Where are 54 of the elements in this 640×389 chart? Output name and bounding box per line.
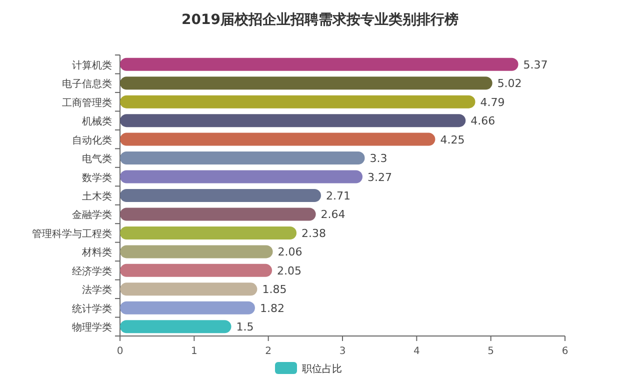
bar <box>120 301 255 314</box>
legend-label: 职位占比 <box>302 363 342 375</box>
bar <box>120 208 316 221</box>
data-label: 4.66 <box>470 114 496 128</box>
x-tick-label: 1 <box>190 346 198 357</box>
data-label: 3.27 <box>368 170 392 184</box>
data-label: 2.06 <box>278 246 302 259</box>
x-tick-label: 4 <box>413 346 420 357</box>
y-tick-label: 工商管理类 <box>62 96 112 109</box>
y-tick-label: 计算机类 <box>72 59 112 72</box>
y-tick-label: 经济学类 <box>72 265 112 278</box>
y-tick-label: 金融学类 <box>72 209 112 222</box>
bar <box>120 170 363 184</box>
y-tick-label: 管理科学与工程类 <box>32 228 112 240</box>
data-label: 4.79 <box>480 96 505 109</box>
y-tick-label: 法学类 <box>82 284 112 296</box>
data-label: 3.3 <box>370 152 388 166</box>
y-tick-label: 物理学类 <box>72 322 112 334</box>
data-label: 2.71 <box>326 190 350 202</box>
y-tick-label: 材料类 <box>81 246 112 259</box>
bar <box>120 152 365 165</box>
data-label: 4.25 <box>440 133 465 146</box>
data-label: 1.85 <box>262 283 287 296</box>
y-tick-label: 电子信息类 <box>62 78 112 90</box>
chart-title: 2019届校招企业招聘需求按专业类别排行榜 <box>182 11 458 28</box>
y-tick-label: 统计学类 <box>72 302 112 315</box>
x-tick-label: 6 <box>562 346 568 357</box>
bar <box>120 189 321 202</box>
data-label: 1.5 <box>236 320 254 334</box>
x-tick-label: 2 <box>265 346 272 357</box>
data-label: 5.02 <box>497 77 522 90</box>
y-tick-label: 机械类 <box>82 116 112 128</box>
bar <box>120 132 436 146</box>
data-label: 2.64 <box>320 208 346 222</box>
y-tick-label: 数学类 <box>82 172 112 184</box>
bar <box>120 58 518 71</box>
bar <box>120 76 492 90</box>
bar <box>120 114 466 128</box>
data-label: 2.38 <box>302 226 326 240</box>
y-tick-label: 自动化类 <box>72 134 112 146</box>
bar <box>120 282 258 296</box>
x-tick-label: 3 <box>339 346 346 357</box>
y-tick-label: 土木类 <box>82 190 112 202</box>
bar <box>120 226 297 240</box>
bar <box>120 320 232 334</box>
y-tick-label: 电气类 <box>82 153 112 166</box>
data-label: 2.05 <box>277 264 302 278</box>
x-tick-label: 0 <box>116 346 124 357</box>
bar <box>120 95 476 108</box>
data-label: 5.37 <box>523 58 548 72</box>
bar <box>120 245 273 258</box>
bar <box>120 264 272 277</box>
data-label: 1.82 <box>260 302 284 315</box>
x-tick-label: 5 <box>488 346 494 357</box>
